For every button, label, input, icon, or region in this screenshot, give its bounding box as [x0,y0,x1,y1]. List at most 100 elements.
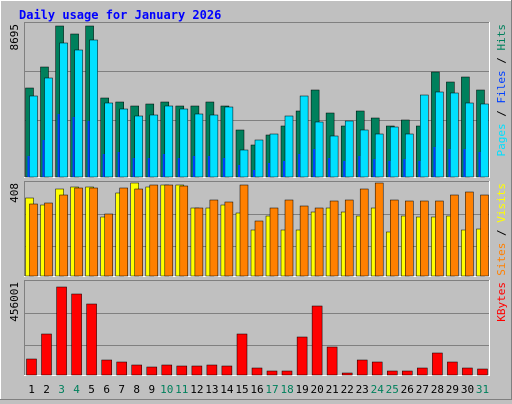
bar-files [57,114,60,177]
bar-files [313,149,316,177]
bar-pages [44,77,53,178]
bar-pages [450,92,459,178]
bar-kbytes [86,303,97,376]
bar-sites [209,199,219,277]
bar-kbytes [71,293,82,376]
x-tick-label: 27 [416,383,429,396]
bar-kbytes [326,346,338,376]
legend-visits: Visits [495,183,508,223]
bar-sites [254,220,264,277]
legend-label: Sites / Visits [495,183,508,276]
bar-files [132,158,135,177]
legend-label: Pages / Files / Hits [495,24,508,157]
x-tick-label: 12 [190,383,203,396]
x-tick-label: 3 [58,383,65,396]
legend-hits: Hits [495,24,508,51]
bar-sites [299,205,309,277]
bar-sites [74,187,83,277]
bar-kbytes [311,305,323,376]
bar-kbytes [176,365,188,376]
bar-kbytes [56,286,67,376]
bar-pages [149,114,159,178]
bar-kbytes [266,370,278,376]
bar-files [328,158,331,177]
bar-kbytes [236,333,248,376]
bar-files [87,121,90,177]
x-tick-label: 29 [446,383,459,396]
bar-kbytes [371,361,383,376]
x-tick-label: 22 [341,383,354,396]
x-tick-label: 4 [73,383,80,396]
panel-kbytes: 456001 KBytes [8,280,508,376]
bar-sites [390,199,399,277]
bar-kbytes [146,366,158,376]
bar-pages [134,115,143,178]
panel-visits-sites: 408 Sites / Visits [8,181,508,277]
x-tick-label: 6 [103,383,110,396]
bar-files [162,154,165,177]
panel-hits-files-pages: 8695 Pages / Files / Hits [8,22,508,178]
x-tick-label: 10 [160,383,173,396]
x-tick-label: 30 [461,383,474,396]
x-tick-label: 1 [28,383,35,396]
x-tick-label: 24 [371,383,385,396]
bar-files [222,158,225,177]
bar-files [268,163,270,177]
bar-files [433,147,436,177]
bar-sites [344,199,354,277]
bar-files [192,156,195,177]
bar-sites [194,207,204,277]
bar-kbytes [341,372,353,376]
chart-title: Daily usage for January 2026 [19,8,221,22]
bar-sites [134,188,143,277]
bar-sites [450,194,459,277]
bar-pages [405,133,414,178]
bar-pages [299,95,309,178]
bar-pages [29,95,38,178]
legend-kbytes: KBytes [495,282,508,322]
bar-kbytes [296,336,308,376]
y-max-label: 408 [8,183,21,203]
bar-pages [480,103,489,178]
bar-files [343,161,346,177]
x-tick-label: 26 [401,383,414,396]
bar-sites [359,188,369,277]
bar-pages [359,129,369,178]
bar-files [72,117,75,177]
bar-sites [149,184,159,277]
bar-pages [89,39,98,178]
legend-files: Files [495,70,508,103]
bar-files [102,154,105,177]
bar-sites [465,191,474,277]
bar-pages [314,121,324,178]
legend-/: / [495,223,508,243]
bar-files [253,170,255,177]
x-tick-label: 11 [175,383,188,396]
bar-kbytes [387,370,398,376]
bar-files [298,154,301,177]
bar-files [207,156,210,177]
bar-kbytes [402,370,413,376]
bar-pages [254,139,264,178]
bar-kbytes [101,359,112,376]
bar-pages [329,135,339,178]
bar-kbytes [221,365,233,376]
bar-pages [179,108,189,178]
bar-files [463,149,466,177]
bar-files [403,159,406,177]
bar-sites [89,187,98,277]
bar-kbytes [447,361,458,376]
bar-kbytes [477,368,488,376]
bar-sites [179,185,189,277]
bar-kbytes [161,364,173,376]
x-tick-label: 18 [280,383,293,396]
x-tick-label: 21 [326,383,339,396]
chart-panels: 8695 Pages / Files / Hits 408 Sites / Visit… [8,22,508,376]
bar-sites [59,194,68,277]
bar-pages [374,133,384,178]
bar-sites [435,200,444,277]
bar-pages [390,126,399,178]
bar-kbytes [131,364,142,376]
bar-kbytes [356,359,368,376]
